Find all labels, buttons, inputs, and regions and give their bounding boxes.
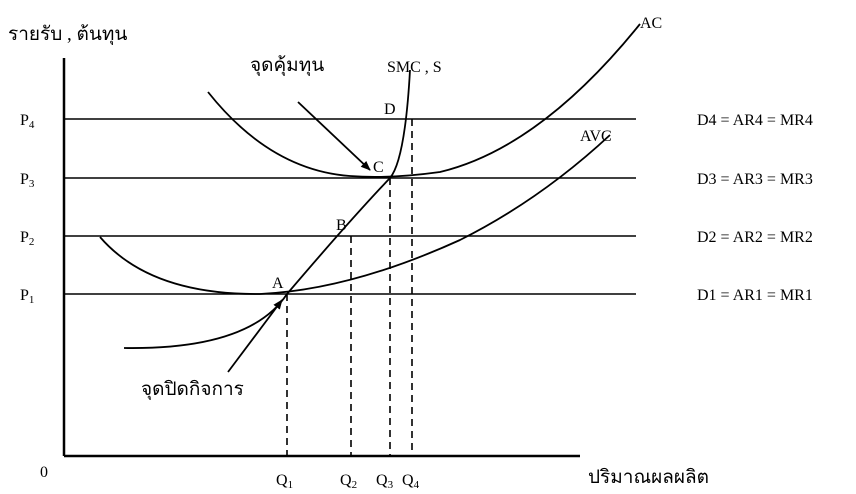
shutdown-label: จุดปิดกิจการ — [141, 379, 244, 401]
smc-curve — [123, 69, 411, 349]
d2-label: D2 = AR2 = MR2 — [697, 229, 813, 246]
d4-label: D4 = AR4 = MR4 — [697, 112, 813, 129]
point-c-label: C — [373, 159, 384, 176]
p4-label: P4 — [20, 112, 35, 131]
avc-label: AVC — [580, 128, 612, 145]
q4-label: Q4 — [402, 472, 420, 491]
avc-curve — [99, 134, 611, 295]
break-even-arrow — [297, 101, 371, 171]
origin-label: 0 — [40, 464, 48, 481]
q1-label: Q1 — [276, 472, 293, 491]
p1-label: P1 — [20, 287, 34, 306]
ac-curve — [207, 23, 641, 178]
point-a-label: A — [272, 275, 284, 292]
point-d-label: D — [384, 101, 396, 118]
x-axis-label: ปริมาณผลผลิต — [588, 467, 709, 488]
d1-label: D1 = AR1 = MR1 — [697, 287, 813, 304]
shutdown-arrow — [227, 299, 283, 373]
d3-label: D3 = AR3 = MR3 — [697, 171, 813, 188]
point-b-label: B — [336, 217, 347, 234]
break-even-label: จุดคุ้มทุน — [250, 55, 324, 77]
y-axis-label: รายรับ , ต้นทุน — [8, 24, 127, 46]
q3-label: Q3 — [376, 472, 394, 491]
p2-label: P2 — [20, 229, 34, 248]
smc-label: SMC , S — [387, 59, 442, 76]
q2-label: Q2 — [340, 472, 357, 491]
ac-label: AC — [640, 15, 662, 32]
p3-label: P3 — [20, 171, 35, 190]
